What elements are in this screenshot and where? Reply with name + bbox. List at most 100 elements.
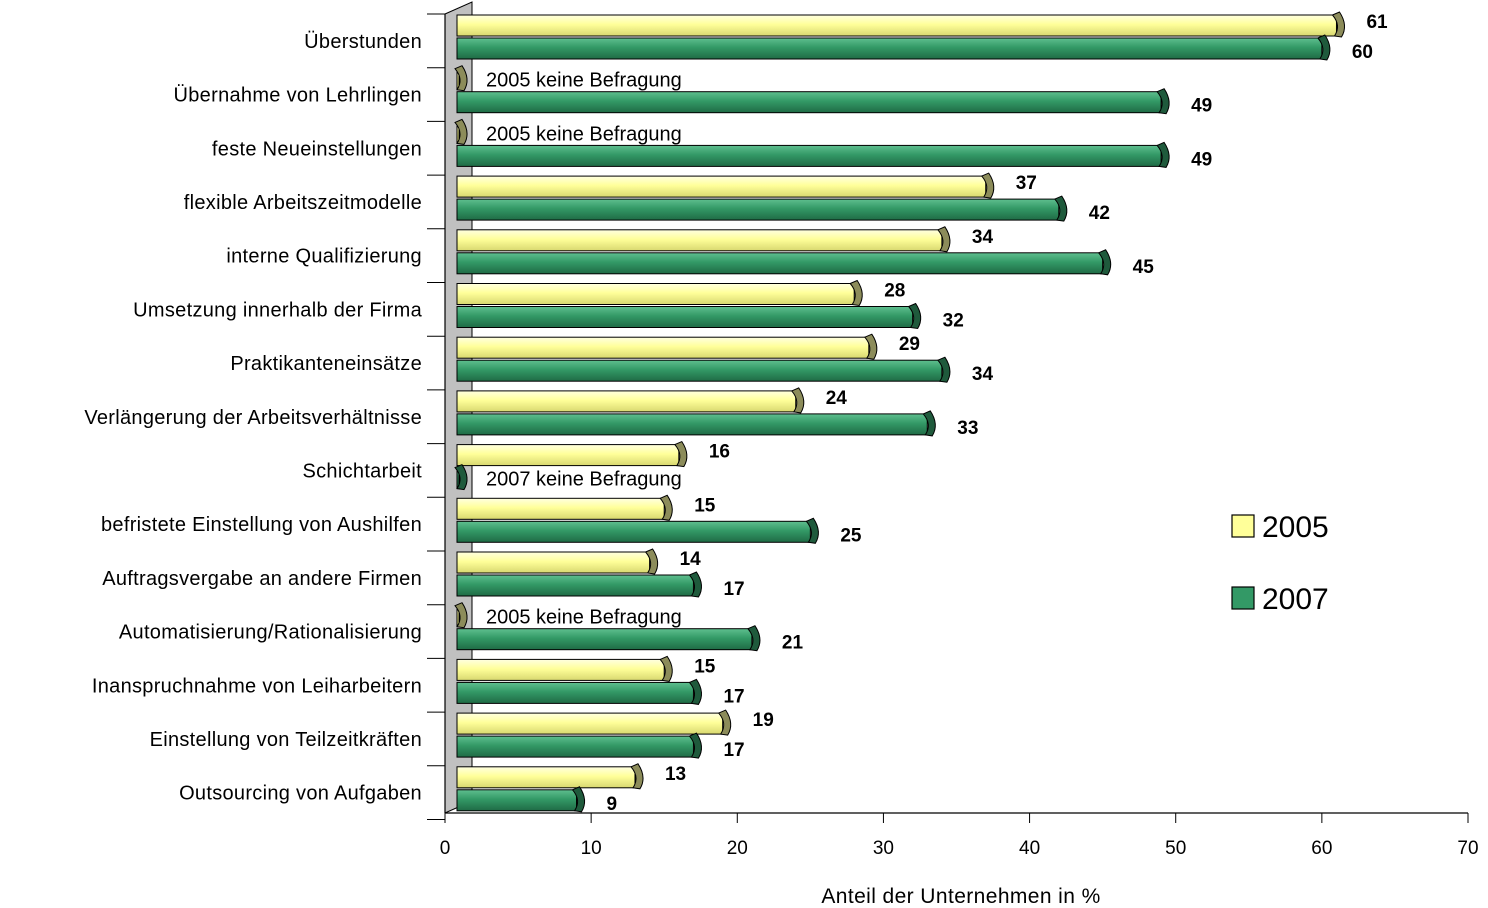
bar-2007-body — [456, 681, 694, 704]
category-label: Outsourcing von Aufgaben — [179, 783, 422, 805]
bar-2005-body — [456, 390, 797, 413]
data-label-2007: 33 — [957, 418, 978, 439]
bar-2005-cap — [659, 494, 673, 521]
bar-2007-cap — [1156, 88, 1170, 115]
bar-2007-cap — [922, 410, 936, 437]
bar-2007-body — [456, 413, 928, 436]
x-tick-label: 20 — [727, 838, 748, 859]
bar-2007 — [456, 517, 819, 544]
no-survey-note: 2005 keine Befragung — [486, 123, 682, 145]
category-label: Verlängerung der Arbeitsverhältnisse — [84, 407, 422, 429]
bar-2007-cap — [688, 678, 702, 705]
bar-2007-cap — [1053, 195, 1068, 222]
bar-2007 — [456, 88, 1170, 115]
bar-2007-body — [456, 91, 1162, 114]
bar-2007-body — [456, 574, 694, 597]
bar-2007-cap — [688, 571, 702, 598]
no-survey-note: 2007 keine Befragung — [486, 469, 682, 491]
data-label-2007: 42 — [1089, 203, 1110, 224]
data-label-2007: 21 — [782, 633, 804, 654]
bar-2005 — [456, 333, 878, 360]
bar-empty-2005 — [454, 602, 468, 629]
data-label-2005: 29 — [899, 334, 920, 355]
bar-2007 — [456, 249, 1112, 276]
bar-2007-body — [456, 628, 753, 651]
bar-2005-body — [456, 712, 724, 735]
category-label: Praktikanteneinsätze — [230, 353, 422, 375]
bar-2005-body — [456, 283, 855, 305]
bar-2007 — [456, 195, 1068, 222]
category-label: Umsetzung innerhalb der Firma — [133, 299, 422, 321]
axes-layer: 0 10 20 30 40 50 60 70 Anteil der Unternehmen in… — [427, 13, 1479, 908]
category-label: Einstellung von Teilzeitkräften — [150, 729, 422, 751]
bar-2007-body — [456, 520, 811, 543]
bar-2005-body — [456, 497, 665, 520]
bar-2005 — [456, 279, 863, 307]
bar-2007-cap — [805, 517, 819, 544]
bar-empty-2005-cap — [454, 602, 468, 629]
bar-2005 — [456, 11, 1345, 38]
bar-2005-body — [456, 175, 987, 198]
bar-2007-cap — [571, 786, 586, 813]
bar-2007-cap — [937, 356, 951, 383]
bar-2007-body — [456, 198, 1060, 221]
bar-2007 — [456, 141, 1170, 168]
category-label: Inanspruchnahme von Leiharbeitern — [92, 675, 422, 697]
bar-2005 — [456, 548, 659, 575]
bar-2005 — [456, 440, 688, 468]
bar-2007-body — [456, 735, 694, 758]
data-label-2005: 28 — [884, 281, 905, 302]
bar-2007-body — [456, 359, 943, 382]
bar-empty-2005-cap — [454, 118, 468, 145]
bar-empty-2005 — [454, 118, 468, 145]
bar-2007-cap — [1097, 249, 1112, 276]
bar-2005 — [456, 709, 732, 736]
data-label-2007: 32 — [943, 311, 964, 332]
category-label: Schichtarbeit — [302, 460, 422, 482]
data-label-2005: 14 — [680, 549, 702, 570]
data-label-2007: 45 — [1133, 257, 1155, 278]
bar-2005-body — [456, 229, 943, 252]
data-label-2005: 19 — [753, 710, 774, 731]
legend-label-2007: 2007 — [1262, 583, 1329, 616]
bar-2005-cap — [790, 387, 805, 414]
bar-2007-cap — [747, 625, 761, 652]
bar-2005-body — [456, 336, 870, 359]
bar-2007-body — [456, 252, 1104, 275]
data-label-2007: 17 — [723, 686, 744, 707]
bar-2005-cap — [980, 172, 995, 199]
data-label-2007: 9 — [607, 794, 618, 815]
bar-2007 — [456, 678, 702, 705]
data-label-2005: 15 — [694, 495, 716, 516]
data-label-2007: 17 — [723, 740, 744, 761]
data-label-2005: 24 — [826, 388, 848, 409]
category-label: flexible Arbeitszeitmodelle — [184, 192, 422, 214]
bar-2007-body — [456, 144, 1162, 167]
bar-2005-cap — [863, 333, 878, 360]
bar-empty-2005 — [454, 65, 468, 92]
bar-2005 — [456, 494, 673, 521]
legend-swatch-2007 — [1231, 586, 1255, 610]
x-tick-label: 70 — [1457, 838, 1478, 859]
bar-2005 — [456, 172, 995, 199]
bar-2007 — [456, 625, 761, 652]
bar-2007 — [456, 571, 702, 598]
data-label-2007: 49 — [1191, 149, 1212, 170]
data-label-2005: 13 — [665, 764, 686, 785]
bar-empty-2007 — [454, 463, 468, 491]
x-tick-label: 40 — [1019, 838, 1040, 859]
no-survey-note: 2005 keine Befragung — [486, 607, 682, 629]
bar-2007 — [456, 302, 922, 330]
data-label-2005: 61 — [1366, 12, 1388, 33]
category-label: Auftragsvergabe an andere Firmen — [102, 568, 422, 590]
bar-2007-cap — [1317, 34, 1331, 61]
bar-2005-body — [456, 551, 651, 574]
legend-label-2005: 2005 — [1262, 511, 1329, 544]
x-tick-label: 60 — [1311, 838, 1332, 859]
bar-2005-cap — [630, 763, 644, 790]
bar-2007 — [456, 34, 1331, 61]
x-tick-label: 10 — [581, 838, 602, 859]
bar-2007 — [456, 410, 936, 437]
chart-legend: 2005 2007 — [1231, 511, 1329, 616]
